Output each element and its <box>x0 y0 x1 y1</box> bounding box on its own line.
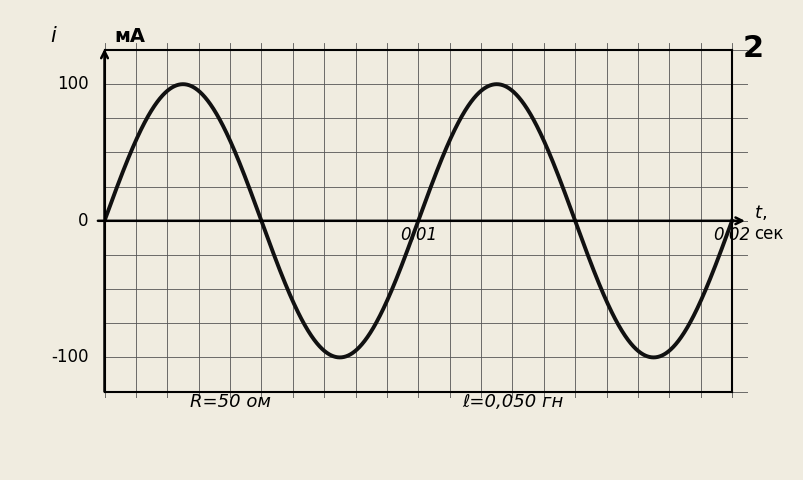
Text: 100: 100 <box>57 75 88 93</box>
Text: $t,$: $t,$ <box>753 203 766 222</box>
Text: мА: мА <box>114 27 145 46</box>
Text: $i$: $i$ <box>50 26 57 46</box>
Text: 0: 0 <box>78 212 88 230</box>
Text: R=50 ом: R=50 ом <box>190 393 270 411</box>
Text: 0,01: 0,01 <box>399 226 436 244</box>
Text: 0,02: 0,02 <box>712 226 750 244</box>
Text: ℓ=0,050 гн: ℓ=0,050 гн <box>461 393 562 411</box>
Text: 2: 2 <box>742 34 763 62</box>
Text: сек: сек <box>753 226 782 243</box>
Text: -100: -100 <box>51 348 88 366</box>
